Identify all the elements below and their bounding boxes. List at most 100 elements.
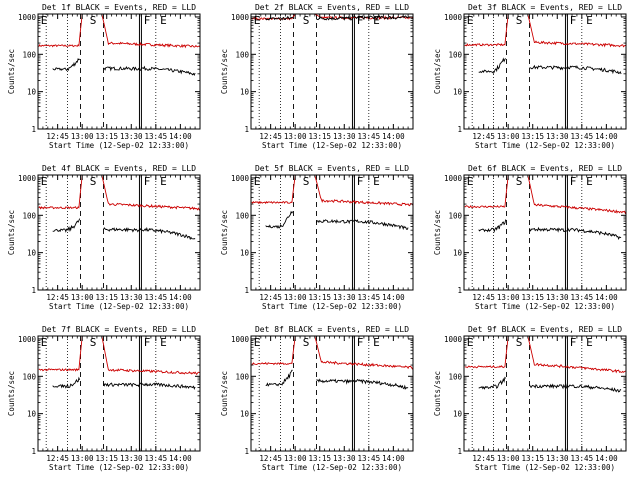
y-tick-label: 1000	[18, 174, 37, 183]
y-tick-label: 1	[457, 286, 462, 295]
x-tick-label: 13:30	[333, 132, 356, 141]
panel-4: Det 4f BLACK = Events, RED = LLD 1 10 100 10…	[7, 164, 201, 311]
lld-series-line	[251, 335, 414, 370]
marker-f: F	[357, 14, 364, 27]
x-tick-label: 13:15	[308, 132, 331, 141]
panel-2: Det 2f BLACK = Events, RED = LLD 1 10 100 10…	[220, 3, 414, 150]
x-tick-label: 12:45	[472, 454, 495, 463]
x-tick-label: 13:00	[71, 293, 94, 302]
panel-title: Det 1f BLACK = Events, RED = LLD	[42, 3, 196, 12]
x-tick-label: 13:00	[284, 293, 307, 302]
y-tick-label: 1	[31, 286, 36, 295]
x-tick-label: 14:00	[382, 132, 405, 141]
x-tick-label: 13:00	[497, 132, 520, 141]
x-axis-label: Start Time (12-Sep-02 12:33:00)	[262, 141, 402, 150]
x-tick-label: 13:00	[497, 454, 520, 463]
y-axis-label: Counts/sec	[7, 371, 16, 416]
y-axis-label: Counts/sec	[433, 371, 442, 416]
x-axis-label: Start Time (12-Sep-02 12:33:00)	[475, 463, 615, 472]
x-tick-label: 13:30	[120, 132, 143, 141]
marker-f: F	[570, 14, 577, 27]
x-tick-label: 13:15	[521, 454, 544, 463]
plot-frame	[250, 13, 414, 130]
x-tick-label: 13:45	[145, 293, 168, 302]
lld-series-line	[251, 174, 414, 207]
marker-f: F	[357, 175, 364, 188]
x-tick-label: 13:45	[358, 132, 381, 141]
y-axis-label: Counts/sec	[220, 371, 229, 416]
y-tick-label: 100	[22, 211, 36, 220]
marker-s: S	[303, 14, 310, 27]
lld-series-line	[38, 335, 201, 376]
plot-frame	[463, 335, 627, 452]
panel-6: Det 6f BLACK = Events, RED = LLD 1 10 100 10…	[433, 164, 627, 311]
x-tick-label: 13:00	[497, 293, 520, 302]
y-tick-label: 100	[448, 50, 462, 59]
y-tick-label: 100	[235, 50, 249, 59]
panel-title: Det 5f BLACK = Events, RED = LLD	[255, 164, 409, 173]
y-tick-label: 1	[31, 125, 36, 134]
y-tick-label: 1000	[444, 335, 463, 344]
marker-s: S	[90, 14, 97, 27]
marker-s: S	[516, 14, 523, 27]
lld-series-line	[464, 335, 626, 374]
y-axis-label: Counts/sec	[433, 210, 442, 255]
y-tick-label: 100	[448, 211, 462, 220]
x-tick-label: 12:45	[472, 293, 495, 302]
y-tick-label: 1000	[444, 13, 463, 22]
y-axis-label: Counts/sec	[433, 49, 442, 94]
events-series-line	[265, 369, 409, 390]
marker-e: E	[586, 175, 593, 188]
x-tick-label: 13:45	[145, 454, 168, 463]
x-tick-label: 12:45	[259, 293, 282, 302]
y-axis-label: Counts/sec	[7, 210, 16, 255]
marker-e: E	[373, 175, 380, 188]
marker-e: E	[254, 14, 261, 27]
x-tick-label: 13:45	[358, 454, 381, 463]
x-tick-label: 13:45	[571, 293, 594, 302]
marker-s: S	[90, 175, 97, 188]
x-tick-label: 14:00	[169, 132, 192, 141]
panel-8: Det 8f BLACK = Events, RED = LLD 1 10 100 10…	[220, 325, 414, 472]
x-tick-label: 13:30	[546, 454, 569, 463]
x-tick-label: 13:15	[521, 293, 544, 302]
x-tick-label: 13:00	[71, 454, 94, 463]
x-tick-label: 13:30	[120, 293, 143, 302]
x-tick-label: 12:45	[472, 132, 495, 141]
x-tick-label: 13:45	[571, 132, 594, 141]
marker-e: E	[586, 14, 593, 27]
panel-3: Det 3f BLACK = Events, RED = LLD 1 10 100 10…	[433, 3, 627, 150]
panel-title: Det 2f BLACK = Events, RED = LLD	[255, 3, 409, 12]
marker-f: F	[570, 336, 577, 349]
marker-e: E	[373, 14, 380, 27]
plot-frame	[463, 174, 627, 291]
marker-s: S	[516, 175, 523, 188]
y-tick-label: 1	[457, 125, 462, 134]
x-axis-label: Start Time (12-Sep-02 12:33:00)	[475, 302, 615, 311]
x-tick-label: 14:00	[382, 454, 405, 463]
x-tick-label: 14:00	[595, 132, 618, 141]
y-tick-label: 100	[22, 372, 36, 381]
panel-title: Det 3f BLACK = Events, RED = LLD	[468, 3, 622, 12]
marker-s: S	[90, 336, 97, 349]
x-tick-label: 13:00	[284, 454, 307, 463]
x-axis-label: Start Time (12-Sep-02 12:33:00)	[475, 141, 615, 150]
events-series-line	[478, 57, 622, 75]
y-tick-label: 1000	[18, 13, 37, 22]
x-tick-label: 13:15	[521, 132, 544, 141]
y-tick-label: 10	[240, 249, 250, 258]
panel-title: Det 6f BLACK = Events, RED = LLD	[468, 164, 622, 173]
y-tick-label: 100	[448, 372, 462, 381]
plot-frame	[37, 13, 201, 130]
y-tick-label: 100	[22, 50, 36, 59]
y-tick-label: 10	[27, 410, 37, 419]
events-series-line	[265, 210, 409, 231]
x-tick-label: 13:15	[308, 293, 331, 302]
y-tick-label: 1	[244, 125, 249, 134]
plot-frame	[250, 174, 414, 291]
panel-9: Det 9f BLACK = Events, RED = LLD 1 10 100 10…	[433, 325, 627, 472]
panel-5: Det 5f BLACK = Events, RED = LLD 1 10 100 10…	[220, 164, 414, 311]
x-tick-label: 13:15	[95, 454, 118, 463]
marker-e: E	[254, 336, 261, 349]
x-tick-label: 13:45	[571, 454, 594, 463]
